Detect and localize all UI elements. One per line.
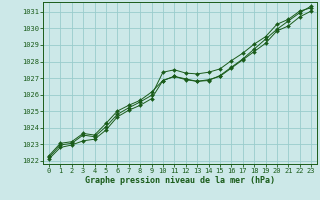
X-axis label: Graphe pression niveau de la mer (hPa): Graphe pression niveau de la mer (hPa) bbox=[85, 176, 275, 185]
